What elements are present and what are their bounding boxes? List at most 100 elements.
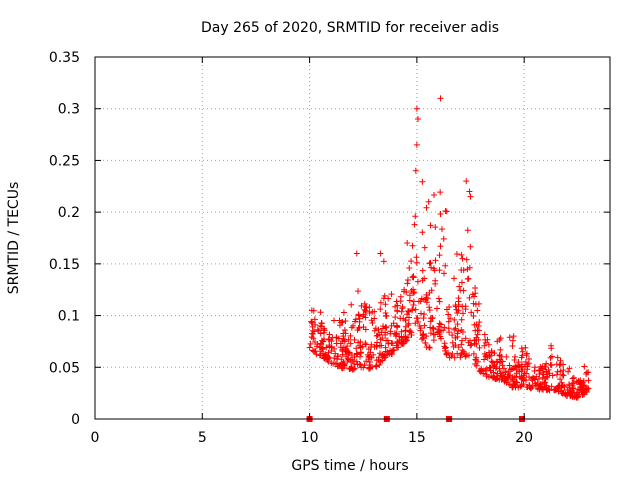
data-point [441,324,448,331]
data-point [409,242,416,249]
data-point [380,258,387,265]
data-point [426,344,433,351]
data-point [437,95,444,102]
data-point [429,325,436,332]
data-point [473,362,480,369]
data-point [417,325,424,332]
data-point [488,358,495,365]
data-point [451,354,458,361]
data-point [472,290,479,297]
data-point [436,298,443,305]
data-point [387,347,394,354]
data-point [379,325,386,332]
data-point [383,312,390,319]
data-point [308,333,315,340]
data-point [355,288,362,295]
data-point [540,371,547,378]
data-point [311,348,318,355]
data-point [420,315,427,322]
data-point [328,344,335,351]
data-point [554,354,561,361]
data-point [509,343,516,350]
data-point [373,343,380,350]
data-point [404,239,411,246]
data-point [431,267,438,274]
data-point [560,372,567,379]
data-point [429,314,436,321]
data-point [334,363,341,370]
data-point [331,355,338,362]
data-point [472,284,479,291]
data-point [345,356,352,363]
data-point [366,309,373,316]
data-point [496,359,503,366]
x-axis-label: GPS time / hours [291,458,408,474]
data-point [473,354,480,361]
data-point [459,255,466,262]
data-point [404,276,411,283]
data-point [321,353,328,360]
data-point [353,250,360,257]
data-point [408,258,415,265]
data-point [418,295,425,302]
data-point [554,385,561,392]
data-point [392,314,399,321]
data-point [406,297,413,304]
data-point [466,188,473,195]
data-point [520,377,527,384]
data-point [350,366,357,373]
data-point [449,332,456,339]
data-point [356,361,363,368]
data-point [571,394,578,401]
data-point [456,283,463,290]
data-point [507,372,514,379]
data-point [457,287,464,294]
data-point [410,298,417,305]
data-point [421,244,428,251]
data-point [505,368,512,375]
y-tick-label: 0.15 [49,257,80,273]
data-point [476,344,483,351]
data-point [318,323,325,330]
data-point [470,313,477,320]
data-point [369,363,376,370]
data-point [422,339,429,346]
data-point [375,326,382,333]
data-point [366,304,373,311]
data-point [337,340,344,347]
data-point [309,327,316,334]
data-point [501,377,508,384]
data-point [481,350,488,357]
data-point [570,374,577,381]
data-point [405,322,412,329]
data-point [347,332,354,339]
data-point [523,350,530,357]
data-point [503,353,510,360]
data-point [413,105,420,112]
data-point [557,368,564,375]
data-point [436,252,443,259]
data-point [433,305,440,312]
data-point [458,327,465,334]
data-point [511,357,518,364]
data-point [361,306,368,313]
data-point [509,337,516,344]
data-point [451,326,458,333]
data-point [374,332,381,339]
data-point [484,354,491,361]
data-point [319,337,326,344]
data-point [361,300,368,307]
data-point [382,301,389,308]
data-point [459,310,466,317]
y-tick-label: 0 [71,412,80,428]
data-point [342,346,349,353]
data-point [445,318,452,325]
data-point [426,344,433,351]
data-point [357,349,364,356]
data-point [377,336,384,343]
data-point [484,336,491,343]
data-point [481,342,488,349]
data-point [569,383,576,390]
data-point [388,322,395,329]
data-point [326,331,333,338]
